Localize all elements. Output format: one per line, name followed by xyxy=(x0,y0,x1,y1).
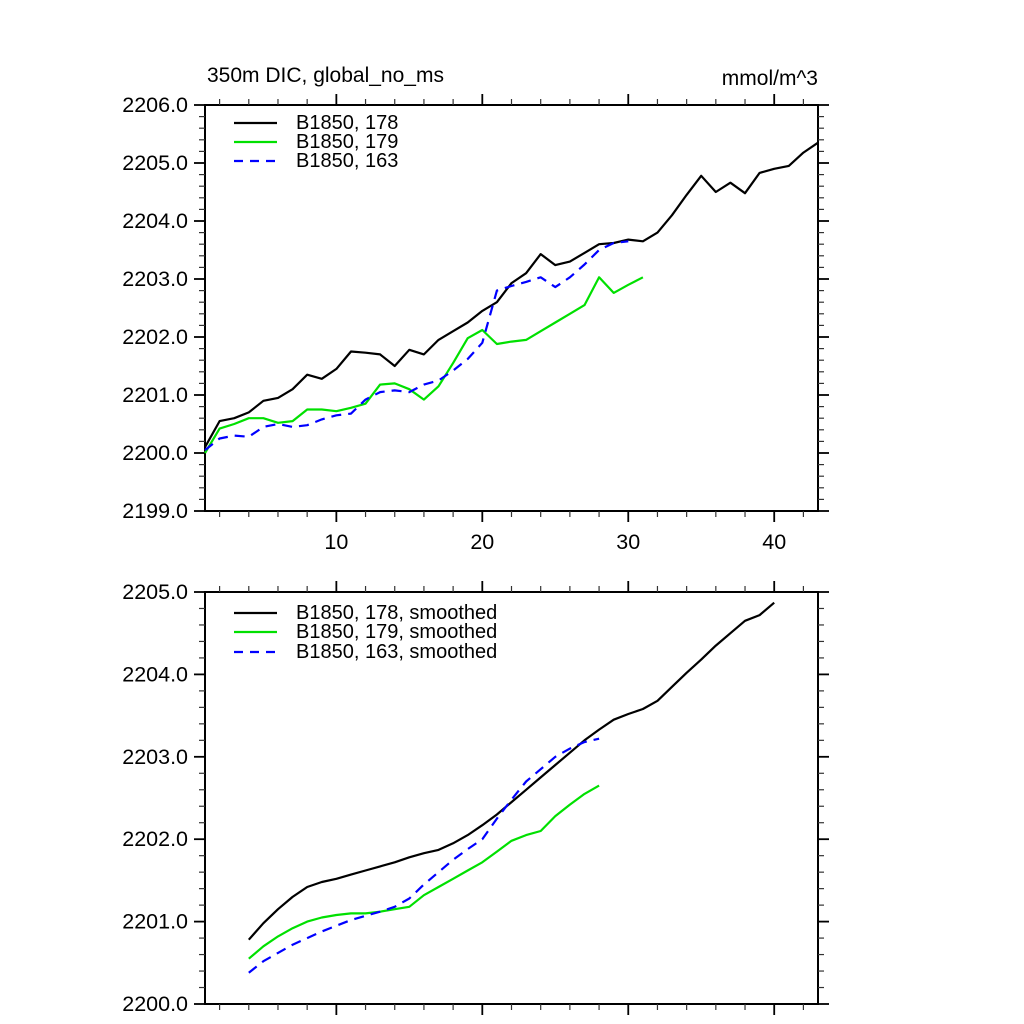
chart-smoothed: 2200.0 2201.0 2202.0 2203.0 2204.0 2205.0 B185… xyxy=(122,580,829,1016)
y-tick-label: 2200.0 xyxy=(122,992,188,1016)
series-line-b1850-163 xyxy=(204,240,629,451)
x-tick-label: 10 xyxy=(324,530,348,554)
y-tick-label: 2202.0 xyxy=(122,827,188,851)
legend-label: B1850, 179, smoothed xyxy=(296,621,497,643)
y-tick-label: 2203.0 xyxy=(122,267,188,291)
y-tick-label: 2203.0 xyxy=(122,745,188,769)
y-tick-label: 2200.0 xyxy=(122,441,188,465)
legend-label: B1850, 178, smoothed xyxy=(296,602,497,624)
y-tick-label: 2202.0 xyxy=(122,325,188,349)
series-line-b1850-178 xyxy=(204,141,819,448)
x-tick-label: 40 xyxy=(762,530,786,554)
y-tick-label: 2201.0 xyxy=(122,910,188,934)
y-tick-label: 2201.0 xyxy=(122,383,188,407)
y-tick-label: 2205.0 xyxy=(122,151,188,175)
y-tick-label: 2199.0 xyxy=(122,499,188,523)
y-tick-label: 2205.0 xyxy=(122,580,188,604)
series-line-b1850-179 xyxy=(204,276,644,454)
units-label: mmol/m^3 xyxy=(722,67,818,90)
y-tick-label: 2206.0 xyxy=(122,93,188,117)
x-tick-label: 30 xyxy=(616,530,640,554)
series-line-b1850-163-smoothed xyxy=(248,737,600,974)
legend-label: B1850, 163, smoothed xyxy=(296,641,497,663)
chart-raw: 10 20 30 40 2199.0 2200.0 2201.0 2202.0 2203.0 22… xyxy=(122,64,829,554)
series-line-b1850-178-smoothed xyxy=(247,601,775,941)
legend-label: B1850, 179 xyxy=(296,131,398,153)
series-line-b1850-179-smoothed xyxy=(248,784,600,960)
legend-label: B1850, 178 xyxy=(296,112,398,134)
chart-title: 350m DIC, global_no_ms xyxy=(207,64,444,87)
x-tick-label: 20 xyxy=(470,530,494,554)
legend-label: B1850, 163 xyxy=(296,150,398,172)
y-tick-label: 2204.0 xyxy=(122,662,188,686)
y-tick-label: 2204.0 xyxy=(122,209,188,233)
